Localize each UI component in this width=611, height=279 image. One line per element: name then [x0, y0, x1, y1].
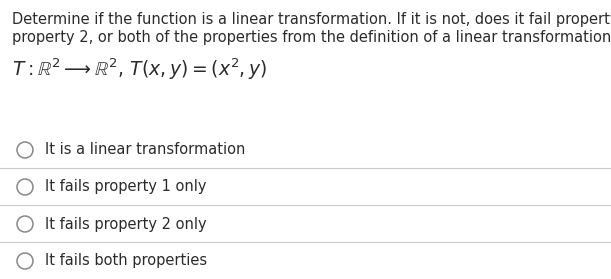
Text: property 2, or both of the properties from the definition of a linear transforma: property 2, or both of the properties fr…: [12, 30, 611, 45]
Text: $T : \mathbb{R}^2 \longrightarrow \mathbb{R}^2,\, T(x, y) = (x^2, y)$: $T : \mathbb{R}^2 \longrightarrow \mathb…: [12, 56, 268, 81]
Text: It fails property 1 only: It fails property 1 only: [45, 179, 207, 194]
Text: It is a linear transformation: It is a linear transformation: [45, 143, 246, 158]
Text: Determine if the function is a linear transformation. If it is not, does it fail: Determine if the function is a linear tr…: [12, 12, 611, 27]
Text: It fails both properties: It fails both properties: [45, 254, 207, 268]
Text: It fails property 2 only: It fails property 2 only: [45, 217, 207, 232]
